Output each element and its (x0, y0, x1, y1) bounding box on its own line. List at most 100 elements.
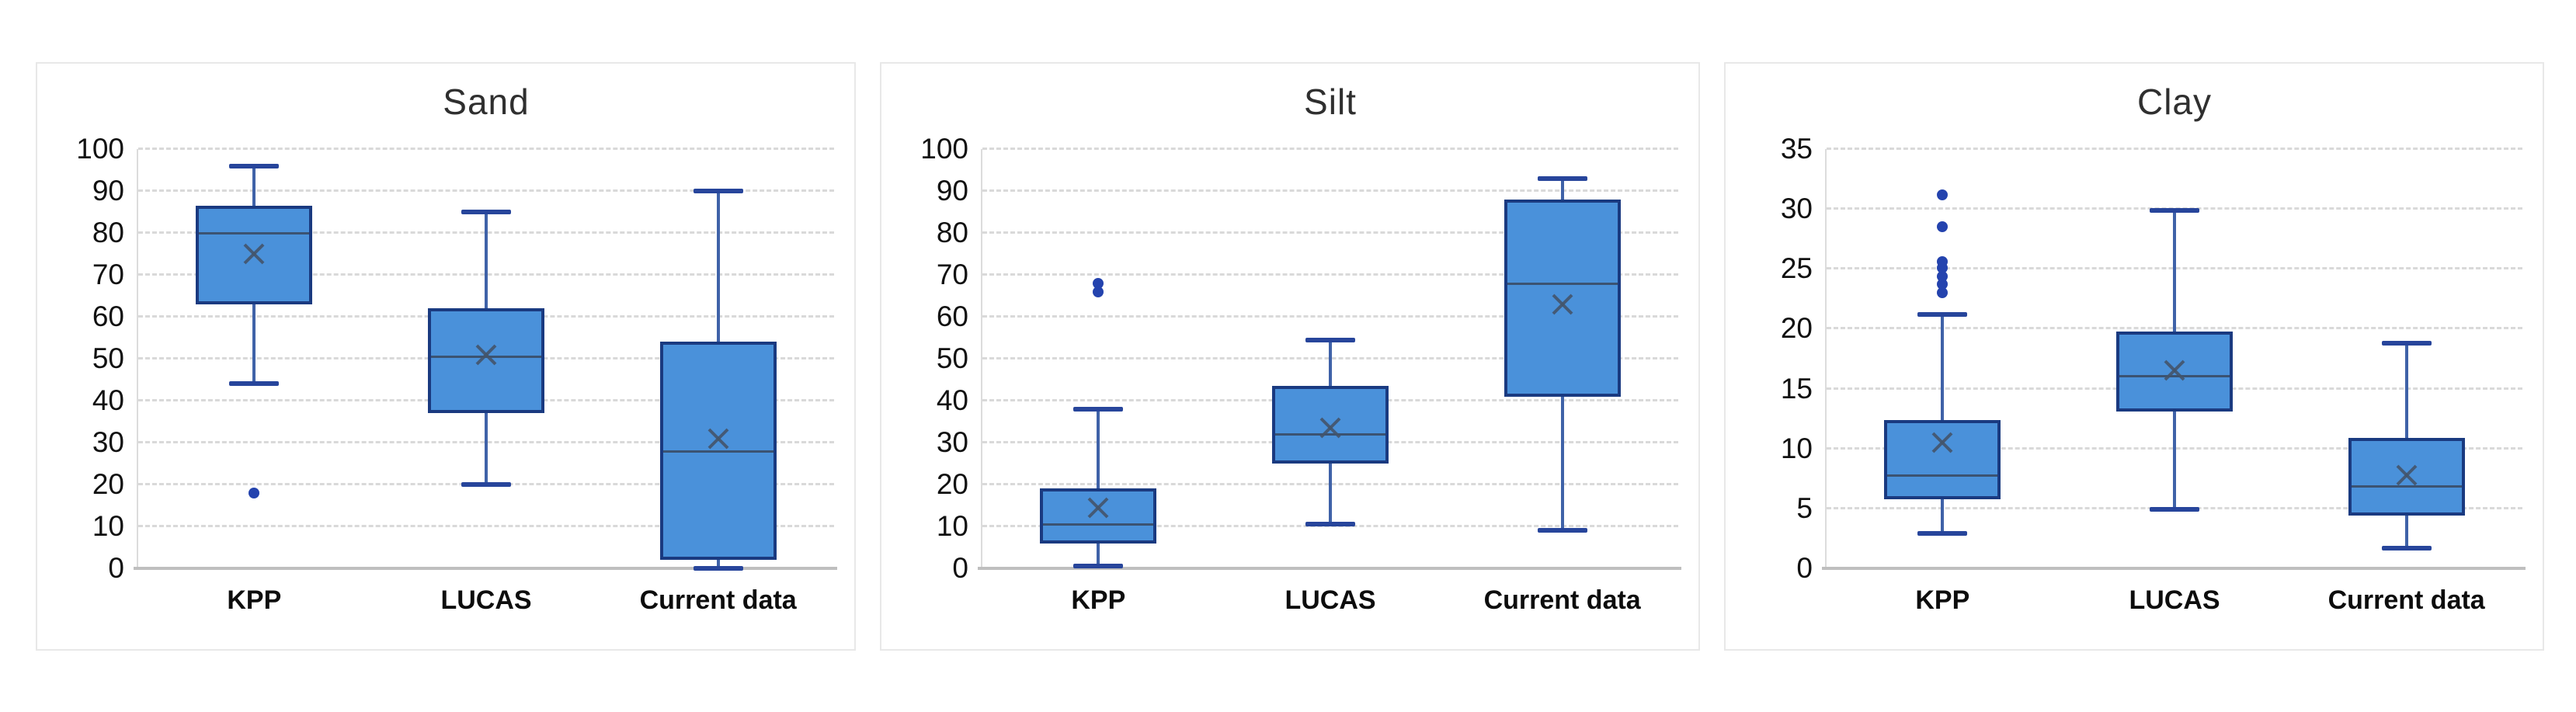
category-label: Current data (1483, 585, 1641, 615)
y-tick-label: 0 (1796, 552, 1813, 584)
y-tick-label: 25 (1780, 252, 1813, 285)
chart-panel-silt: 100 90 80 70 60 50 40 30 20 10 0 KPP LUCAS Current da… (880, 62, 1700, 651)
whisker-max-cap (1917, 311, 1968, 317)
plot-area: 100 90 80 70 60 50 40 30 20 10 0 KPP LUCAS Current da… (37, 64, 854, 649)
y-tick-label: 35 (1780, 133, 1813, 165)
median-line (1507, 282, 1618, 285)
outlier-dot (1937, 270, 1949, 282)
whisker-lower-stem (1097, 543, 1100, 567)
whisker-upper-stem (1329, 339, 1332, 387)
mean-x-marker (240, 240, 268, 268)
whisker-max-cap (461, 210, 511, 214)
whisker-max-cap (1305, 337, 1355, 342)
gridline (982, 231, 1678, 234)
whisker-max-cap (1073, 406, 1124, 412)
mean-x-marker (1316, 414, 1344, 442)
category-label: LUCAS (1285, 585, 1376, 615)
y-tick-label: 100 (920, 133, 968, 165)
whisker-upper-stem (2173, 210, 2176, 332)
whisker-upper-stem (1097, 408, 1100, 489)
category-label: KPP (1071, 585, 1126, 615)
y-tick-label: 80 (936, 217, 968, 248)
outlier-dot (1937, 279, 1949, 290)
median-line (2119, 374, 2230, 377)
whisker-upper-stem (252, 165, 256, 206)
whisker-upper-stem (1941, 314, 1945, 420)
outlier-dot (1937, 287, 1949, 299)
outlier-dot (1093, 277, 1104, 289)
whisker-lower-stem (716, 560, 720, 568)
gridline (138, 148, 834, 150)
gridline (1827, 148, 2522, 150)
y-axis-line (137, 149, 138, 568)
whisker-min-cap (461, 482, 511, 487)
chart-title: Clay (2136, 82, 2213, 122)
category-label: Current data (2327, 585, 2485, 615)
whisker-min-cap (2381, 545, 2432, 550)
median-line (2351, 485, 2462, 488)
whisker-max-cap (2150, 207, 2199, 213)
whisker-upper-stem (485, 212, 488, 309)
mean-x-marker (1928, 429, 1956, 457)
category-label: KPP (227, 585, 282, 615)
gridline (982, 273, 1678, 276)
chart-title: Silt (1304, 82, 1357, 122)
gridline (982, 148, 1678, 150)
y-axis-line (1825, 149, 1827, 568)
whisker-upper-stem (2404, 342, 2408, 438)
plot-area: 35 30 25 20 15 10 5 0 KPP LUCAS Current data (1726, 64, 2543, 649)
whisker-min-cap (1917, 531, 1968, 537)
y-tick-label: 20 (936, 468, 968, 500)
whisker-min-cap (2150, 507, 2199, 512)
chart-title: Sand (443, 82, 530, 122)
x-axis-baseline (1822, 567, 2526, 570)
chart-panel-clay: 35 30 25 20 15 10 5 0 KPP LUCAS Current data Clay (1724, 62, 2544, 651)
y-tick-label: 30 (92, 426, 124, 458)
y-tick-label: 90 (936, 175, 968, 207)
x-axis-baseline (134, 567, 837, 570)
y-tick-label: 30 (1780, 193, 1813, 225)
iqr-box (1504, 199, 1621, 397)
y-tick-label: 10 (936, 510, 968, 542)
y-tick-label: 50 (936, 342, 968, 374)
whisker-lower-stem (252, 304, 256, 384)
median-line (199, 232, 310, 234)
median-line (1043, 523, 1154, 526)
mean-x-marker (704, 425, 732, 453)
whisker-max-cap (229, 163, 280, 168)
chart-panel-sand: 100 90 80 70 60 50 40 30 20 10 0 KPP LUCAS Current da… (36, 62, 856, 651)
mean-x-marker (1549, 290, 1577, 318)
mean-x-marker (2393, 461, 2421, 489)
y-tick-label: 70 (936, 259, 968, 290)
iqr-box (428, 308, 544, 414)
whisker-min-cap (1537, 528, 1587, 533)
y-tick-label: 60 (936, 300, 968, 332)
category-label: LUCAS (2129, 585, 2220, 615)
plot-area: 100 90 80 70 60 50 40 30 20 10 0 KPP LUCAS Current da… (881, 64, 1698, 649)
outlier-dot (1093, 286, 1104, 297)
y-tick-label: 10 (92, 510, 124, 542)
y-axis-line (981, 149, 982, 568)
outlier-dot (1937, 256, 1949, 268)
median-line (1275, 433, 1385, 436)
y-tick-label: 40 (92, 384, 124, 416)
category-label: LUCAS (440, 585, 532, 615)
whisker-min-cap (693, 566, 743, 571)
whisker-upper-stem (716, 191, 720, 342)
iqr-box (1040, 488, 1157, 544)
y-tick-label: 50 (92, 342, 124, 374)
y-tick-label: 15 (1780, 372, 1813, 405)
y-tick-label: 0 (952, 552, 968, 584)
gridline (982, 315, 1678, 318)
category-label: Current data (639, 585, 797, 615)
y-tick-label: 40 (936, 384, 968, 416)
y-tick-label: 60 (92, 300, 124, 332)
y-tick-label: 80 (92, 217, 124, 248)
whisker-lower-stem (1560, 396, 1564, 531)
y-tick-label: 0 (108, 552, 124, 584)
whisker-min-cap (1073, 564, 1124, 569)
whisker-lower-stem (2404, 516, 2408, 548)
whisker-min-cap (1305, 522, 1355, 527)
outlier-dot (249, 487, 260, 498)
